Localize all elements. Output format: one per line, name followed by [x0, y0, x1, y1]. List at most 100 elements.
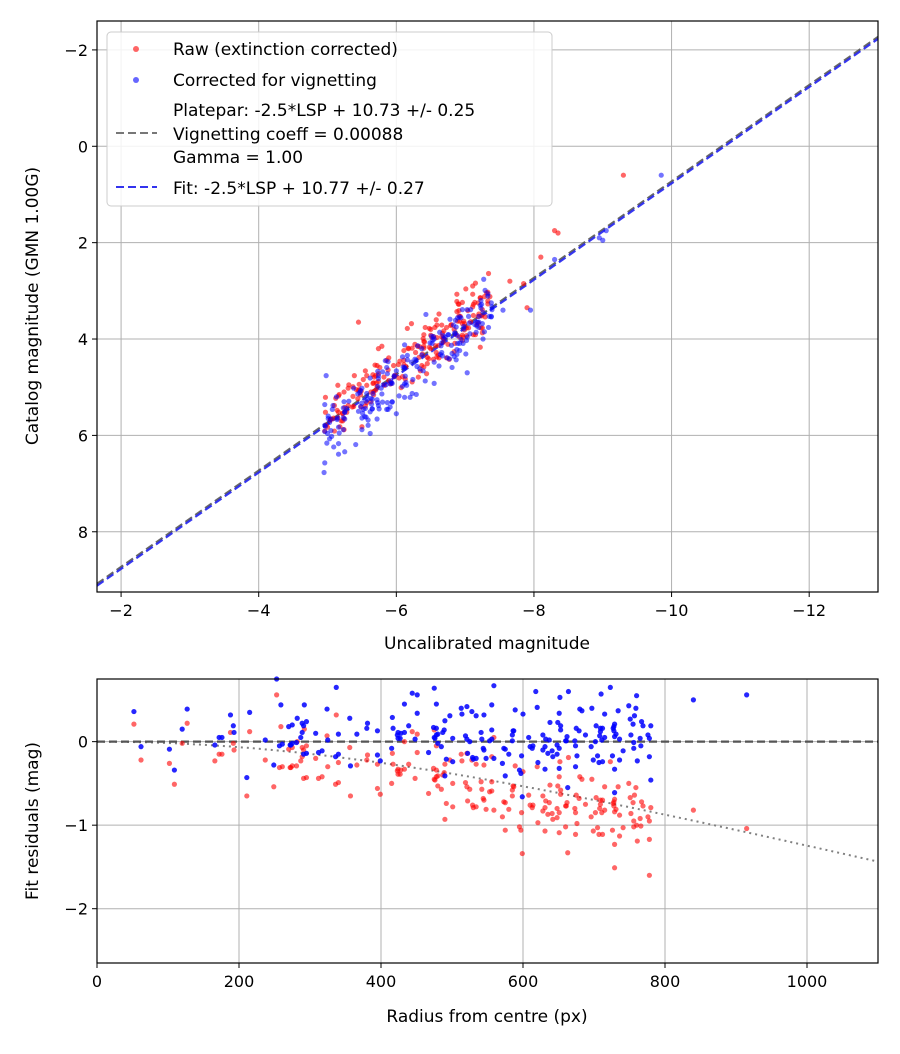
corrected-point [399, 354, 406, 360]
raw-point [421, 339, 428, 345]
corrected-point [444, 355, 450, 361]
raw-residual-point [542, 828, 548, 834]
bottom-x-tick-label: 400 [366, 972, 397, 991]
raw-point [441, 328, 447, 334]
raw-residual-point [465, 798, 471, 804]
raw-point [433, 317, 439, 323]
corrected-point [379, 369, 386, 375]
corrected-residual-point [611, 790, 618, 796]
raw-point [426, 356, 432, 362]
corrected-point [603, 228, 609, 234]
raw-point [351, 373, 357, 379]
raw-residual-point [597, 801, 603, 807]
raw-point [482, 314, 488, 320]
corrected-point [401, 342, 408, 348]
raw-point [422, 324, 428, 331]
corrected-residual-point [648, 723, 654, 729]
raw-point [426, 325, 432, 332]
corrected-point [324, 440, 330, 446]
raw-residual-point [442, 761, 448, 767]
raw-residual-point [244, 793, 250, 799]
corrected-residual-point [599, 759, 606, 765]
raw-residual-point [518, 810, 525, 816]
raw-residual-point [530, 802, 536, 808]
corrected-residual-point [558, 727, 564, 733]
corrected-point [396, 393, 402, 399]
raw-point [322, 394, 329, 400]
corrected-residual-point [511, 728, 517, 734]
raw-point [470, 291, 476, 297]
corrected-point [476, 313, 482, 319]
raw-residual-point [638, 823, 644, 829]
raw-point [436, 311, 442, 317]
corrected-residual-point [347, 763, 354, 769]
corrected-point [551, 256, 558, 263]
raw-residual-point [565, 754, 572, 761]
corrected-point [321, 469, 327, 476]
corrected-residual-point [588, 744, 594, 750]
corrected-point [438, 343, 444, 349]
raw-residual-point [138, 757, 144, 763]
corrected-residual-point [563, 738, 569, 744]
corrected-point [437, 351, 443, 358]
corrected-point [480, 309, 486, 316]
corrected-residual-point [278, 702, 284, 708]
top-y-tick-label: 0 [78, 137, 88, 156]
raw-residual-point [502, 827, 508, 833]
corrected-point [322, 428, 328, 435]
corrected-residual-point [592, 739, 599, 745]
raw-residual-point [487, 789, 493, 795]
corrected-point [423, 311, 429, 318]
raw-residual-point [535, 820, 541, 826]
raw-residual-point [633, 784, 639, 791]
corrected-point [407, 394, 413, 400]
raw-residual-point [278, 724, 284, 730]
corrected-point [463, 351, 469, 357]
corrected-point [466, 320, 472, 326]
bottom-x-tick-label: 1000 [787, 972, 828, 991]
raw-point [397, 358, 403, 364]
corrected-point [457, 347, 463, 354]
corrected-residual-point [502, 746, 508, 752]
corrected-residual-point [279, 741, 285, 747]
raw-residual-point [274, 692, 280, 698]
raw-point [350, 393, 356, 399]
raw-residual-point [628, 810, 634, 817]
raw-residual-point [509, 793, 515, 799]
corrected-residual-point [465, 750, 471, 756]
corrected-residual-point [231, 729, 237, 736]
raw-residual-point [543, 798, 549, 804]
top-x-tick-label: −10 [655, 601, 689, 620]
raw-point [362, 368, 368, 374]
raw-residual-point [611, 796, 618, 802]
corrected-residual-point [473, 755, 479, 761]
raw-residual-point [542, 805, 548, 811]
top-fit-lines [96, 36, 879, 587]
raw-residual-point [593, 795, 599, 801]
corrected-point [408, 359, 415, 365]
raw-point [370, 380, 376, 386]
corrected-residual-point [555, 719, 561, 726]
corrected-point [459, 307, 465, 313]
raw-residual-point [450, 780, 456, 787]
raw-residual-point [478, 779, 484, 785]
raw-residual-point [271, 784, 277, 790]
corrected-point [359, 385, 365, 391]
corrected-residual-point [646, 754, 652, 760]
raw-point [521, 281, 527, 287]
raw-residual-point [324, 733, 330, 739]
raw-point [409, 345, 415, 351]
raw-residual-point [526, 792, 532, 798]
raw-residual-point [377, 791, 383, 797]
corrected-point [357, 403, 364, 410]
corrected-residual-point [542, 766, 548, 772]
raw-residual-point [414, 731, 420, 737]
raw-residual-point [481, 762, 487, 768]
corrected-residual-point [602, 711, 608, 717]
corrected-residual-point [441, 727, 447, 733]
corrected-point [422, 378, 428, 384]
corrected-point [334, 415, 340, 421]
corrected-residual-point [506, 751, 512, 757]
raw-point [439, 322, 445, 328]
